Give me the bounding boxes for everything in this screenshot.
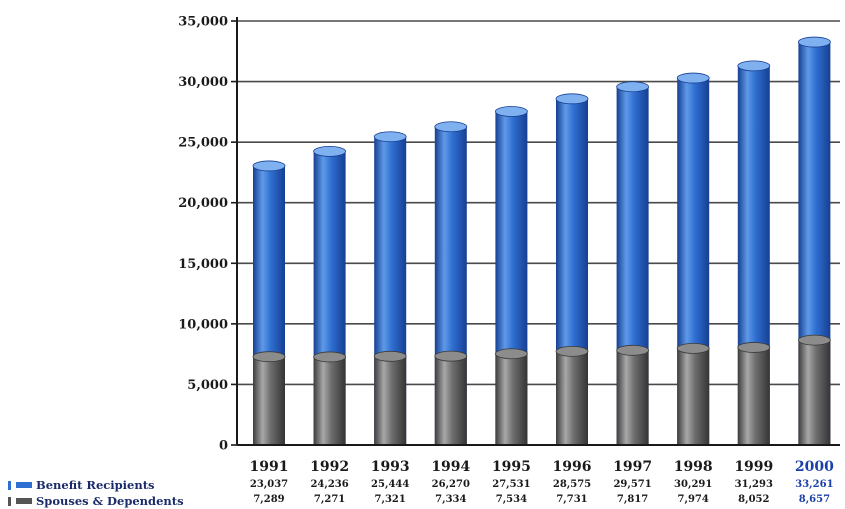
bar-cap-spouses-dependents	[494, 348, 528, 360]
data-label-benefit-recipients: 26,270	[432, 479, 470, 490]
bar-cap-benefit-recipients	[373, 131, 407, 143]
y-tick-label: 0	[219, 439, 228, 454]
bar-cap-spouses-dependents	[555, 345, 589, 357]
x-tick-label: 1993	[371, 459, 410, 475]
data-label-benefit-recipients: 29,571	[613, 479, 651, 490]
bar-spouses-dependents	[556, 351, 588, 445]
x-tick-label: 1994	[431, 459, 470, 475]
bar-cap-spouses-dependents	[737, 342, 771, 353]
data-label-benefit-recipients: 24,236	[310, 479, 348, 490]
bar-spouses-dependents	[798, 340, 831, 445]
bar-cap-benefit-recipients	[676, 72, 710, 84]
data-label-spouses-dependents: 8,052	[738, 494, 769, 505]
bar-spouses-dependents	[495, 353, 528, 445]
bar-spouses-dependents	[677, 348, 710, 445]
bar-cap-spouses-dependents	[676, 343, 710, 354]
bar-cap-spouses-dependents	[373, 350, 407, 362]
x-tick-label: 1997	[613, 459, 652, 475]
data-label-spouses-dependents: 7,974	[678, 494, 709, 505]
y-tick-label: 20,000	[178, 196, 228, 211]
bar-spouses-dependents	[374, 356, 407, 445]
y-tick-label: 5,000	[187, 378, 228, 393]
x-tick-label: 1996	[553, 459, 592, 475]
x-tick-label: 2000	[795, 459, 834, 475]
bar-cap-benefit-recipients	[555, 93, 589, 105]
legend-spouses-swatch	[16, 498, 32, 504]
legend-spouses-label: Spouses & Dependents	[36, 494, 184, 508]
legend-spouses-dependents: Spouses & Dependents	[8, 494, 184, 508]
legend-benefit-recipients: Benefit Recipients	[8, 478, 155, 492]
data-label-benefit-recipients: 28,575	[553, 479, 591, 490]
bar-spouses-dependents	[737, 347, 770, 445]
data-label-benefit-recipients: 25,444	[371, 479, 409, 490]
bar-cap-benefit-recipients	[494, 106, 528, 117]
bar-cap-spouses-dependents	[252, 351, 286, 363]
legend-benefit-swatch-tick	[8, 480, 11, 490]
legend-benefit-swatch	[16, 482, 32, 488]
data-label-spouses-dependents: 7,534	[496, 494, 527, 505]
data-label-spouses-dependents: 7,731	[556, 494, 587, 505]
data-label-spouses-dependents: 8,657	[799, 494, 830, 505]
data-label-benefit-recipients: 30,291	[674, 479, 712, 490]
data-label-benefit-recipients: 27,531	[492, 479, 530, 490]
bar-cap-benefit-recipients	[313, 145, 347, 157]
bar-cap-benefit-recipients	[252, 160, 286, 172]
bar-cap-benefit-recipients	[434, 121, 468, 133]
y-tick-label: 35,000	[178, 15, 228, 30]
x-tick-label: 1999	[734, 459, 773, 475]
y-tick-label: 10,000	[178, 317, 228, 332]
bar-cap-benefit-recipients	[737, 60, 771, 72]
bar-cap-spouses-dependents	[313, 351, 347, 363]
data-label-spouses-dependents: 7,271	[314, 494, 345, 505]
data-label-spouses-dependents: 7,289	[253, 494, 284, 505]
x-tick-label: 1998	[674, 459, 713, 475]
bar-cap-benefit-recipients	[798, 36, 831, 48]
y-tick-label: 30,000	[178, 75, 228, 90]
bar-cap-spouses-dependents	[616, 344, 649, 356]
data-label-spouses-dependents: 7,817	[617, 494, 648, 505]
legend-spouses-swatch-tick	[8, 496, 11, 506]
bar-cap-benefit-recipients	[616, 81, 649, 93]
bar-spouses-dependents	[313, 356, 346, 445]
bar-spouses-dependents	[616, 350, 649, 445]
bar-cap-spouses-dependents	[798, 334, 831, 346]
data-label-benefit-recipients: 31,293	[735, 479, 773, 490]
y-tick-label: 15,000	[178, 257, 228, 272]
bar-spouses-dependents	[434, 356, 467, 445]
data-label-benefit-recipients: 23,037	[250, 479, 288, 490]
bars	[252, 36, 831, 446]
bar-spouses-dependents	[253, 356, 285, 445]
x-tick-label: 1991	[250, 459, 289, 475]
data-label-spouses-dependents: 7,321	[375, 494, 406, 505]
legend-benefit-label: Benefit Recipients	[36, 478, 155, 492]
x-tick-label: 1995	[492, 459, 531, 475]
y-tick-label: 25,000	[178, 136, 228, 151]
x-axis-labels: 1991 23,037 7,289 1992 24,236 7,271 1993 25,444…	[250, 459, 835, 505]
y-axis: 0 5,000 10,000 15,000 20,000 25,000 30,000 35,0…	[178, 15, 840, 454]
x-tick-label: 1992	[310, 459, 349, 475]
data-label-benefit-recipients: 33,261	[795, 479, 833, 490]
data-label-spouses-dependents: 7,334	[435, 494, 466, 505]
bar-cap-spouses-dependents	[434, 350, 468, 362]
